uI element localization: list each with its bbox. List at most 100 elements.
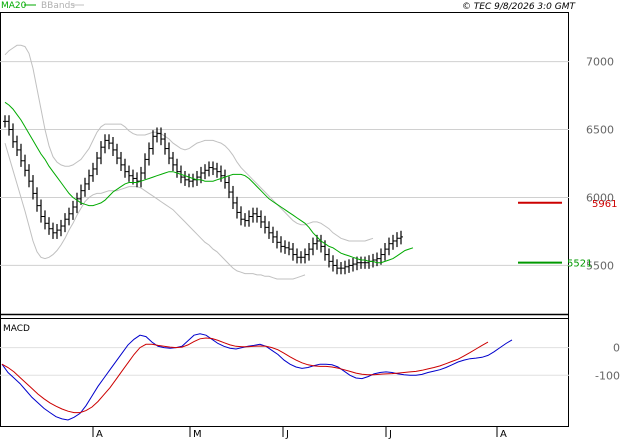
price-bar bbox=[359, 256, 363, 269]
price-bar bbox=[3, 115, 7, 128]
macd-tick-label: -100 bbox=[595, 369, 620, 382]
price-bar bbox=[295, 248, 299, 264]
price-bar bbox=[19, 143, 23, 167]
support-label: 5521 bbox=[567, 259, 592, 270]
price-bars-layer bbox=[3, 115, 403, 275]
price-tick-label: 7000 bbox=[586, 56, 614, 69]
price-bar bbox=[363, 256, 367, 269]
price-bar bbox=[303, 248, 307, 264]
price-grid bbox=[0, 61, 569, 266]
price-bar bbox=[383, 243, 387, 261]
price-bar bbox=[279, 236, 283, 253]
price-bar bbox=[231, 185, 235, 210]
chart-frame bbox=[0, 12, 569, 427]
price-bar bbox=[339, 262, 343, 275]
price-tick-label: 6500 bbox=[586, 124, 614, 137]
price-bar bbox=[183, 170, 187, 186]
price-bar bbox=[395, 232, 399, 248]
price-bar bbox=[227, 176, 231, 199]
price-bar bbox=[271, 226, 275, 244]
price-bar bbox=[375, 252, 379, 267]
price-bar bbox=[111, 136, 115, 157]
price-bar bbox=[215, 162, 219, 178]
price-bar bbox=[159, 127, 163, 146]
price-bar bbox=[83, 177, 87, 197]
support-marker: 5521 bbox=[518, 259, 592, 270]
price-bar bbox=[307, 243, 311, 261]
price-bar bbox=[391, 234, 395, 250]
price-bar bbox=[275, 230, 279, 249]
copyright-text: © TEC 9/8/2026 3:0 GMT bbox=[462, 2, 577, 12]
price-bar bbox=[135, 172, 139, 188]
macd-tick-label: 0 bbox=[613, 342, 620, 355]
price-bar bbox=[335, 259, 339, 275]
price-bar bbox=[127, 165, 131, 182]
ma20-layer bbox=[4, 101, 414, 264]
price-bar bbox=[139, 166, 143, 188]
price-bar bbox=[63, 213, 67, 233]
price-bar bbox=[71, 200, 75, 220]
chart-legend: MA20 BBands bbox=[1, 1, 84, 11]
price-bar bbox=[239, 206, 243, 226]
price-bar bbox=[67, 207, 71, 226]
price-bar bbox=[35, 187, 39, 212]
price-bar bbox=[291, 243, 295, 261]
price-bar bbox=[39, 199, 43, 223]
price-bar bbox=[267, 221, 271, 239]
resistance-marker: 5961 bbox=[518, 199, 617, 210]
price-bar bbox=[95, 151, 99, 176]
price-bar bbox=[115, 143, 119, 165]
price-bar bbox=[287, 241, 291, 256]
price-bar bbox=[87, 169, 91, 191]
price-bar bbox=[203, 164, 207, 180]
price-bar bbox=[199, 166, 203, 184]
price-bar bbox=[107, 134, 111, 150]
price-bar bbox=[59, 219, 63, 237]
price-bar bbox=[399, 230, 403, 245]
price-bar bbox=[327, 248, 331, 268]
price-bar bbox=[43, 210, 47, 230]
time-tick-label: J bbox=[388, 429, 392, 440]
price-bar bbox=[91, 162, 95, 182]
price-bar bbox=[15, 135, 19, 157]
price-bar bbox=[163, 132, 167, 155]
price-bar bbox=[27, 164, 31, 188]
price-bar bbox=[11, 123, 15, 148]
price-bar bbox=[147, 142, 151, 166]
price-bar bbox=[351, 257, 355, 272]
price-bar bbox=[51, 222, 55, 239]
price-bar bbox=[55, 223, 59, 239]
price-bar bbox=[367, 255, 371, 269]
price-bar bbox=[223, 169, 227, 189]
price-bar bbox=[299, 251, 303, 264]
time-tick-label: M bbox=[193, 429, 202, 440]
price-bar bbox=[347, 259, 351, 273]
price-bar bbox=[103, 134, 107, 154]
price-axis: 7000 6500 6000 5500 bbox=[586, 56, 614, 273]
price-bar bbox=[187, 173, 191, 188]
price-bar bbox=[123, 158, 127, 178]
price-bar bbox=[23, 154, 27, 177]
price-bar bbox=[79, 184, 83, 205]
price-bar bbox=[243, 213, 247, 227]
price-bar bbox=[47, 217, 51, 235]
bbands-legend-label: BBands bbox=[41, 1, 75, 11]
ma20-legend-label: MA20 bbox=[1, 1, 27, 11]
price-bar bbox=[99, 141, 103, 165]
time-tick-label: A bbox=[96, 429, 103, 440]
price-bar bbox=[195, 170, 199, 186]
price-bar bbox=[143, 153, 147, 180]
price-bar bbox=[331, 255, 335, 272]
bbands-upper-line bbox=[4, 44, 374, 242]
macd-axis: 0 -100 bbox=[0, 342, 620, 382]
price-tick-label: 6000 bbox=[586, 191, 614, 204]
price-bar bbox=[319, 234, 323, 253]
price-bar bbox=[167, 142, 171, 165]
price-bar bbox=[283, 240, 287, 254]
price-bar bbox=[211, 161, 215, 176]
price-bar bbox=[343, 260, 347, 275]
signal-line bbox=[1, 337, 489, 414]
price-bar bbox=[175, 158, 179, 178]
